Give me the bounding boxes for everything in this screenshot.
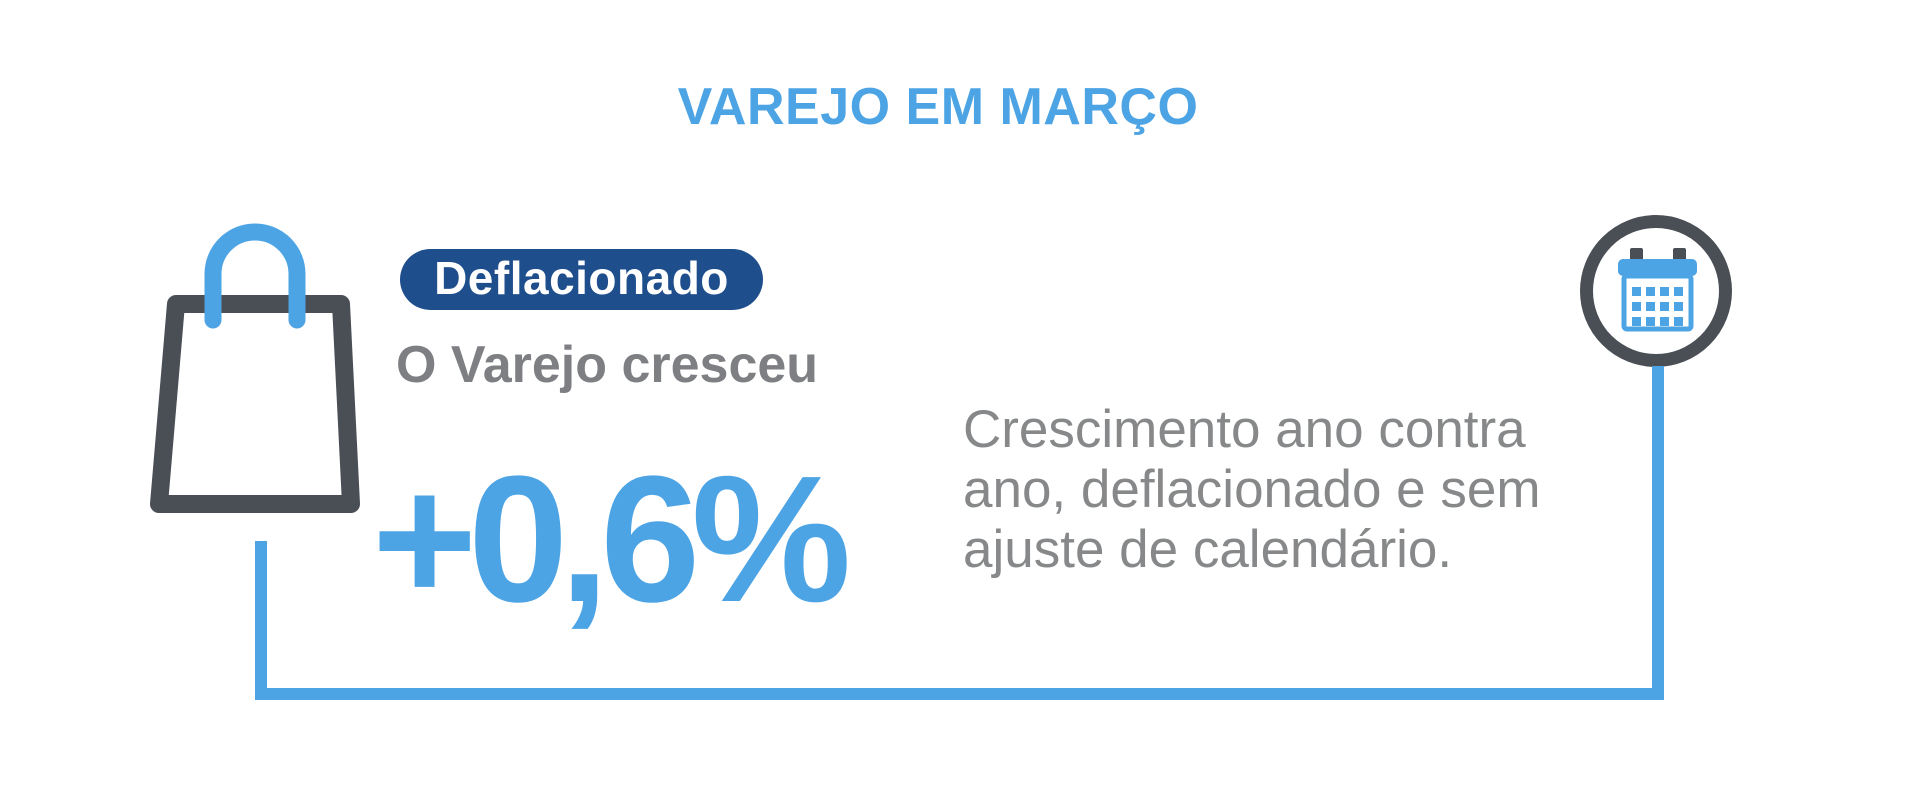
connector-line-right [1652, 366, 1664, 700]
shopping-bag-icon [150, 223, 360, 513]
connector-line-left [255, 541, 267, 700]
stat-note: Crescimento ano contra ano, deflacionado… [963, 400, 1541, 580]
calendar-icon [1618, 248, 1697, 332]
stat-note-line-1: Crescimento ano contra [963, 400, 1526, 459]
page-title: VAREJO EM MARÇO [677, 78, 1199, 136]
stat-heading: O Varejo cresceu [396, 336, 819, 394]
badge-label: Deflacionado [434, 252, 729, 304]
bag-handle [204, 223, 306, 329]
title-container: VAREJO EM MARÇO [0, 81, 1876, 133]
stat-value: +0,6% [372, 439, 851, 640]
connector-line-bottom [255, 688, 1664, 700]
stat-note-line-3: ajuste de calendário. [963, 520, 1453, 579]
badge-deflacionado: Deflacionado [400, 249, 763, 310]
calendar-header [1618, 259, 1697, 276]
stat-note-line-2: ano, deflacionado e sem [963, 460, 1541, 519]
bag-body [150, 295, 360, 513]
calendar-grid [1632, 287, 1683, 326]
